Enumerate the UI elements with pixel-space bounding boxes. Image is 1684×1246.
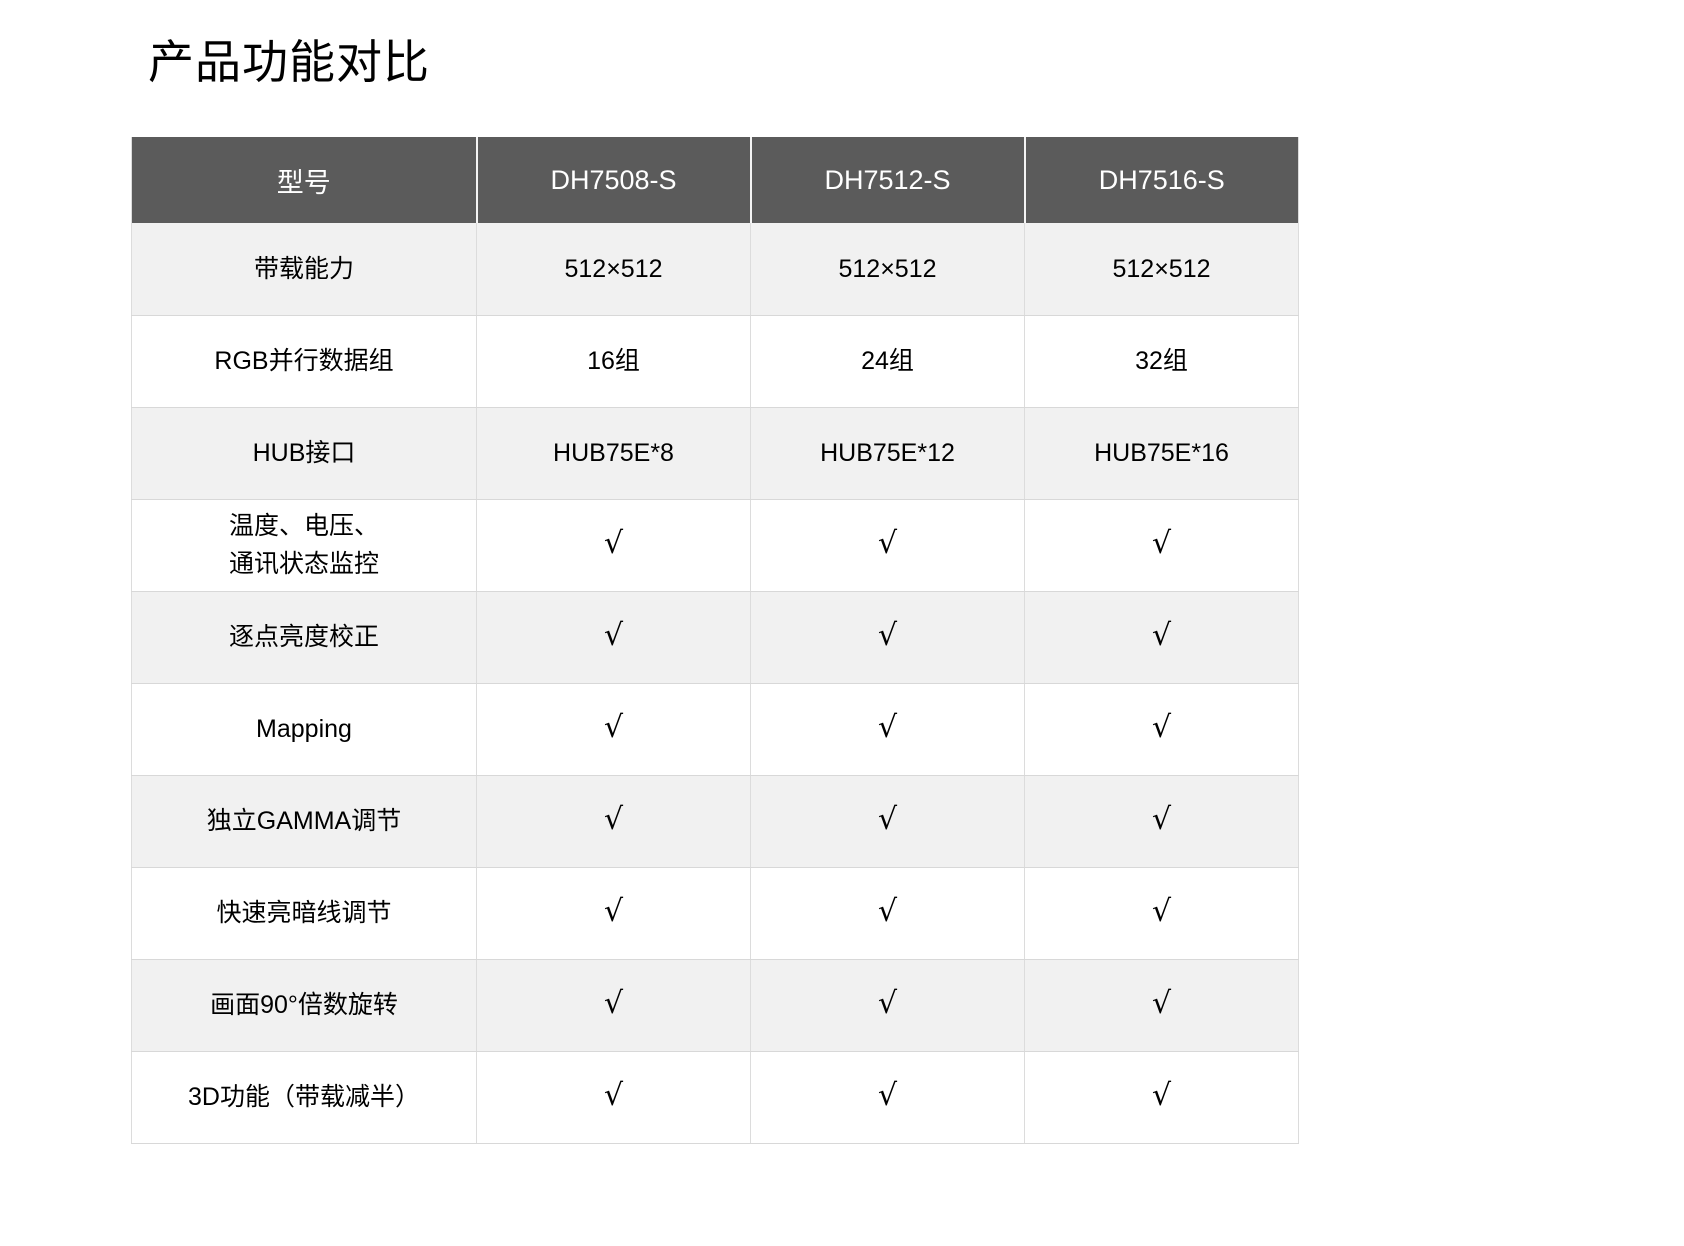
row-value-check-cell: √ [750,591,1025,684]
row-label-cell: 画面90°倍数旋转 [131,959,477,1052]
row-value-check-cell: √ [476,959,751,1052]
check-icon: √ [1151,894,1172,929]
check-icon: √ [603,618,624,653]
page-title: 产品功能对比 [148,36,430,88]
check-icon: √ [1151,1078,1172,1113]
table-header-row: 型号 DH7508-S DH7512-S DH7516-S [131,137,1299,223]
row-label-cell: 温度、电压、 通讯状态监控 [131,499,477,592]
row-value-cell: 24组 [750,315,1025,408]
check-icon: √ [877,986,898,1021]
table-row: Mapping √ √ √ [131,683,1299,776]
check-icon: √ [603,526,624,561]
row-value-check-cell: √ [476,683,751,776]
table-row: 快速亮暗线调节 √ √ √ [131,867,1299,960]
row-label-cell: RGB并行数据组 [131,315,477,408]
row-label-cell: 逐点亮度校正 [131,591,477,684]
table-row: RGB并行数据组 16组 24组 32组 [131,315,1299,408]
row-value-check-cell: √ [750,775,1025,868]
row-value-check-cell: √ [1024,499,1299,592]
check-icon: √ [603,710,624,745]
row-value-check-cell: √ [750,683,1025,776]
check-icon: √ [877,618,898,653]
column-header-dh7512s: DH7512-S [750,137,1026,223]
row-value-check-cell: √ [1024,1051,1299,1144]
row-label-cell: 快速亮暗线调节 [131,867,477,960]
row-label-line: 逐点亮度校正 [228,623,379,651]
check-icon: √ [603,986,624,1021]
check-icon: √ [1151,986,1172,1021]
table-row: 独立GAMMA调节 √ √ √ [131,775,1299,868]
table-row: 温度、电压、 通讯状态监控 √ √ √ [131,499,1299,592]
check-icon: √ [603,1078,624,1113]
product-comparison-table: 型号 DH7508-S DH7512-S DH7516-S 带载能力 512×51… [131,137,1299,1144]
row-value-check-cell: √ [750,867,1025,960]
row-value-cell: 16组 [476,315,751,408]
check-icon: √ [1151,526,1172,561]
row-value-cell: HUB75E*12 [750,407,1025,500]
check-icon: √ [603,802,624,837]
row-label-line: 快速亮暗线调节 [216,899,392,927]
row-value-check-cell: √ [476,499,751,592]
check-icon: √ [1151,710,1172,745]
row-value-check-cell: √ [750,959,1025,1052]
row-value-check-cell: √ [750,499,1025,592]
row-value-cell: 512×512 [1024,223,1299,316]
row-label-line: HUB接口 [252,439,356,467]
row-value-check-cell: √ [476,591,751,684]
table-row: 逐点亮度校正 √ √ √ [131,591,1299,684]
row-label-line: 通讯状态监控 [228,550,379,578]
row-value-cell: HUB75E*16 [1024,407,1299,500]
row-value-check-cell: √ [1024,775,1299,868]
table-row: 画面90°倍数旋转 √ √ √ [131,959,1299,1052]
check-icon: √ [877,894,898,929]
table-body: 带载能力 512×512 512×512 512×512 RGB并行数据组 16组 24组 3… [131,223,1299,1144]
table-header: 型号 DH7508-S DH7512-S DH7516-S [131,137,1299,223]
row-value-cell: 512×512 [750,223,1025,316]
column-header-dh7508s: DH7508-S [476,137,752,223]
row-label-line: RGB并行数据组 [214,347,394,375]
table-row: 带载能力 512×512 512×512 512×512 [131,223,1299,316]
column-header-model-label: 型号 [131,137,478,223]
table-row: HUB接口 HUB75E*8 HUB75E*12 HUB75E*16 [131,407,1299,500]
row-value-check-cell: √ [750,1051,1025,1144]
row-label-cell: Mapping [131,683,477,776]
row-value-check-cell: √ [476,1051,751,1144]
column-header-dh7516s: DH7516-S [1024,137,1299,223]
row-label-line: 3D功能（带载减半） [188,1083,420,1111]
row-value-cell: 512×512 [476,223,751,316]
row-value-check-cell: √ [476,775,751,868]
row-label-line: 独立GAMMA调节 [206,807,402,835]
table-row: 3D功能（带载减半） √ √ √ [131,1051,1299,1144]
row-value-check-cell: √ [1024,867,1299,960]
check-icon: √ [877,1078,898,1113]
row-label-line: 温度、电压、 [228,512,379,540]
row-label-cell: 带载能力 [131,223,477,316]
row-value-check-cell: √ [1024,683,1299,776]
row-label-cell: HUB接口 [131,407,477,500]
row-value-check-cell: √ [1024,591,1299,684]
check-icon: √ [877,710,898,745]
check-icon: √ [603,894,624,929]
row-value-cell: HUB75E*8 [476,407,751,500]
check-icon: √ [1151,802,1172,837]
comparison-table-wrapper: 型号 DH7508-S DH7512-S DH7516-S 带载能力 512×51… [131,137,1299,1144]
row-label-cell: 独立GAMMA调节 [131,775,477,868]
check-icon: √ [877,526,898,561]
check-icon: √ [877,802,898,837]
row-value-check-cell: √ [1024,959,1299,1052]
row-label-line: 画面90°倍数旋转 [210,991,398,1019]
row-value-check-cell: √ [476,867,751,960]
check-icon: √ [1151,618,1172,653]
row-label-line: Mapping [256,715,352,743]
row-label-cell: 3D功能（带载减半） [131,1051,477,1144]
row-label-line: 带载能力 [253,254,354,283]
row-value-cell: 32组 [1024,315,1299,408]
